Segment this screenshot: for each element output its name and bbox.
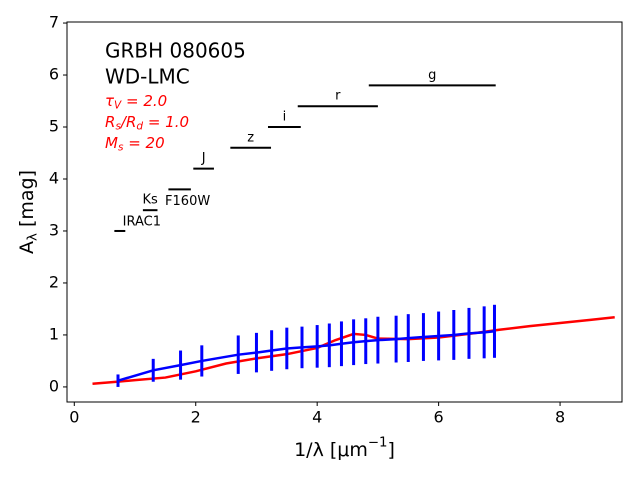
y-tick-label: 5 xyxy=(49,117,59,136)
text-part: d xyxy=(136,121,143,133)
y-tick-label: 4 xyxy=(49,168,59,187)
text-part: A xyxy=(16,241,38,254)
rich-text: 1/λ [μm−1] xyxy=(294,435,395,460)
text-part: μm xyxy=(337,439,368,461)
rich-text: τV = 2.0 xyxy=(105,92,167,112)
rich-text: Rs/Rd = 1.0 xyxy=(105,113,189,133)
text-part: [mag] xyxy=(16,170,38,233)
text-part: −1 xyxy=(368,435,388,450)
filter-label: J xyxy=(201,151,206,166)
text-part: = 1.0 xyxy=(143,113,189,131)
annotation: WD-LMC xyxy=(105,65,190,89)
series-line xyxy=(117,330,495,382)
text-part: ] xyxy=(387,439,394,461)
rich-text: Aλ [mag] xyxy=(16,170,41,254)
text-part: τ xyxy=(105,92,115,110)
filter-label: z xyxy=(247,130,254,145)
filter-label: Ks xyxy=(143,193,159,208)
x-tick-label: 2 xyxy=(191,408,201,427)
y-tick-label: 2 xyxy=(49,272,59,291)
rich-text: Ms = 20 xyxy=(105,134,165,154)
x-tick-label: 8 xyxy=(555,408,565,427)
plot-frame xyxy=(66,21,623,403)
text-part: s xyxy=(118,142,124,154)
y-tick-label: 0 xyxy=(49,376,59,395)
annotation: GRBH 080605 xyxy=(105,39,246,63)
text-part: = 2.0 xyxy=(121,92,167,110)
text-part: = 20 xyxy=(123,134,164,152)
text-part: M xyxy=(105,134,118,152)
y-tick-label: 3 xyxy=(49,220,59,239)
filter-label: g xyxy=(428,68,436,83)
y-tick-label: 1 xyxy=(49,324,59,343)
filter-label: IRAC1 xyxy=(123,214,161,229)
filter-label: i xyxy=(283,110,287,125)
x-tick-label: 0 xyxy=(69,408,79,427)
text-part: s xyxy=(115,121,121,133)
y-tick-label: 6 xyxy=(49,65,59,84)
text-part: R xyxy=(105,113,115,131)
filter-label: F160W xyxy=(165,194,210,209)
y-tick-label: 7 xyxy=(49,13,59,32)
text-part: 1/λ [ xyxy=(294,439,337,461)
x-tick-label: 6 xyxy=(434,408,444,427)
x-tick-label: 4 xyxy=(312,408,322,427)
text-part: /R xyxy=(119,113,136,131)
filter-label: r xyxy=(335,89,341,104)
text-part: V xyxy=(114,100,122,112)
text-part: λ xyxy=(26,233,41,241)
